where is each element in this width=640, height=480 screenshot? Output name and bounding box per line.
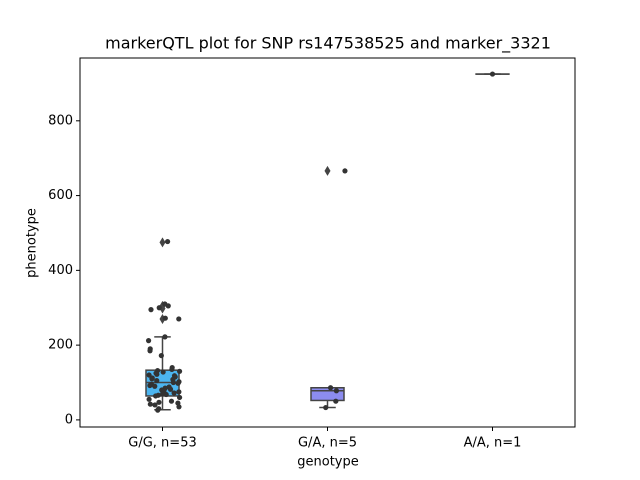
data-point — [176, 389, 182, 395]
data-point — [149, 376, 155, 382]
data-point — [148, 307, 154, 313]
outlier — [324, 165, 331, 176]
data-point — [333, 398, 339, 404]
x-tick-label: A/A, n=1 — [464, 436, 522, 451]
data-point — [162, 334, 168, 340]
plot-frame — [79, 57, 576, 428]
data-point — [327, 385, 334, 391]
y-tick-label: 200 — [48, 338, 73, 353]
data-point — [176, 368, 183, 374]
y-tick-label: 600 — [48, 188, 73, 203]
data-point — [147, 401, 153, 407]
data-point — [175, 380, 181, 386]
chart-title: markerQTL plot for SNP rs147538525 and m… — [105, 34, 551, 54]
data-point — [176, 404, 182, 410]
y-tick-label: 0 — [65, 412, 73, 427]
data-point — [171, 390, 177, 396]
box — [310, 386, 345, 402]
data-point — [489, 71, 496, 77]
outlier — [159, 237, 166, 248]
data-point — [155, 407, 161, 413]
data-point — [156, 305, 162, 311]
data-point — [169, 366, 175, 373]
data-point — [154, 378, 160, 384]
data-point — [333, 388, 340, 394]
data-point — [163, 391, 169, 398]
data-point — [158, 352, 164, 359]
data-point — [147, 348, 153, 354]
y-tick-label: 800 — [48, 113, 73, 128]
data-point — [167, 386, 174, 392]
data-point — [323, 404, 329, 411]
data-point — [176, 394, 183, 401]
data-point — [168, 398, 175, 404]
data-point — [342, 168, 348, 174]
data-point — [153, 393, 159, 399]
data-point — [164, 238, 171, 245]
data-point — [146, 396, 152, 402]
data-point — [145, 338, 152, 344]
data-point — [154, 371, 160, 377]
data-point — [165, 303, 171, 309]
x-tick-label: G/A, n=5 — [298, 436, 357, 451]
data-point — [162, 315, 168, 321]
y-tick-label: 400 — [48, 263, 73, 278]
data-point — [152, 383, 158, 389]
y-axis-label: phenotype — [25, 208, 40, 278]
data-point — [152, 402, 158, 408]
data-point — [170, 379, 176, 386]
data-point — [156, 399, 162, 405]
data-point — [160, 369, 166, 375]
data-point — [147, 382, 153, 389]
data-point — [176, 316, 182, 322]
x-tick-label: G/G, n=53 — [128, 436, 196, 451]
x-axis-label: genotype — [297, 455, 358, 470]
